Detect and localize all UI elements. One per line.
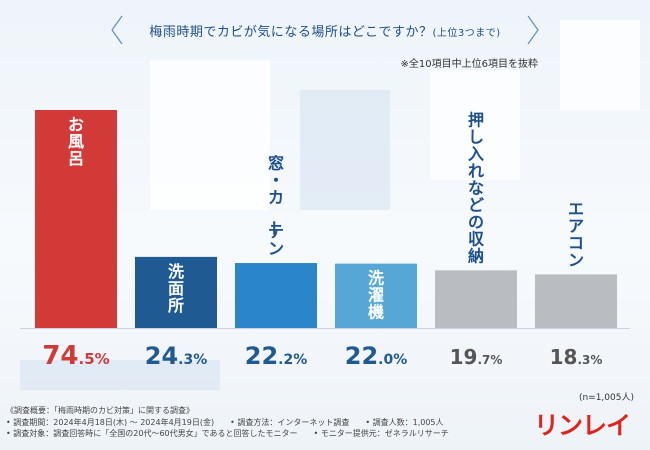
category-label-5: 押し入れなどの収納 [468, 110, 485, 265]
survey-provider: • モニター提供元：ゼネラルリサーチ [313, 429, 449, 438]
background-panel [560, 20, 640, 110]
footnote-row-2: • 調査対象：調査回答時に「全国の20代～60代男女」であると回答したモニター •… [6, 428, 536, 440]
bar-1 [35, 110, 117, 328]
category-label-1: お風呂 [68, 115, 84, 168]
value-label-3: 22.2% [245, 342, 308, 370]
category-label-2: 洗面所 [168, 262, 184, 315]
bar-2 [135, 256, 217, 328]
survey-count: • 調査人数：1,005人 [365, 417, 444, 427]
bar-3 [235, 263, 317, 328]
chart-title: 梅雨時期でカビが気になる場所はどこですか？(上位3つまで) [149, 21, 500, 40]
category-label-6: エアコン [568, 199, 584, 269]
right-bracket-icon [527, 15, 539, 45]
bar-6 [535, 274, 617, 328]
category-label-4: 洗濯機 [368, 269, 384, 322]
rinrei-logo: リンレイ [534, 411, 631, 440]
category-label-3: 窓・カーテン [264, 154, 284, 258]
sample-size: (n=1,005人) [578, 393, 634, 403]
survey-method: • 調査方法：インターネット調査 [230, 417, 350, 427]
footnote-heading: 《調査概要：「梅雨時期のカビ対策」に関する調査》 [6, 406, 194, 415]
chart-title-suffix: (上位3つまで) [432, 27, 501, 39]
value-label-5: 19.7% [450, 345, 503, 369]
chart-title-box: 梅雨時期でカビが気になる場所はどこですか？(上位3つまで) [110, 13, 540, 47]
survey-target: • 調査対象：調査回答時に「全国の20代～60代男女」であると回答したモニター [6, 429, 298, 438]
value-label-6: 18.3% [550, 345, 603, 369]
brand-name: リンレイ [534, 411, 630, 440]
value-label-1: 74.5% [42, 341, 109, 371]
background-panel [430, 70, 520, 180]
left-bracket-icon [111, 15, 123, 45]
footnote-row-1: • 調査期間：2024年4月18日(木) ～ 2024年4月19日(金) • 調査… [6, 417, 536, 429]
excerpt-note: ※全10項目中上位6項目を抜粋 [400, 59, 538, 70]
bar-4 [335, 263, 417, 328]
survey-period: • 調査期間：2024年4月18日(木) ～ 2024年4月19日(金) [6, 417, 215, 427]
background-panel [150, 60, 270, 210]
background-panel [20, 360, 220, 390]
chart-title-main: 梅雨時期でカビが気になる場所はどこですか？ [149, 24, 433, 40]
survey-footnote: 《調査概要：「梅雨時期のカビ対策」に関する調査》 • 調査期間：2024年4月1… [6, 405, 536, 440]
background-panel [300, 90, 390, 210]
value-label-4: 22.0% [345, 342, 408, 370]
bar-5 [435, 270, 517, 328]
value-label-2: 24.3% [145, 342, 208, 370]
